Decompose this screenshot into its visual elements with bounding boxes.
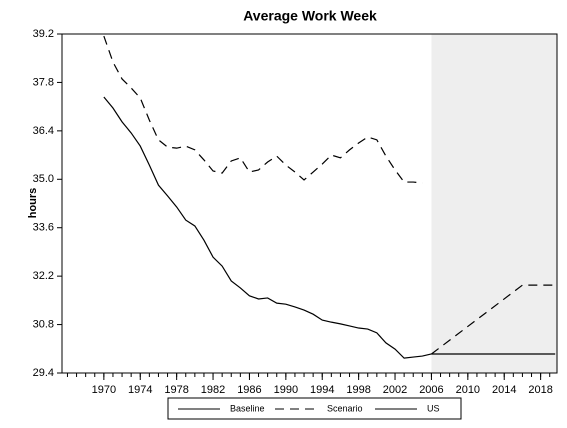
legend-label: Baseline [230, 403, 265, 413]
x-tick-label: 1994 [310, 384, 334, 396]
x-tick-label: 2002 [383, 384, 407, 396]
line-series [103, 35, 556, 355]
y-tick-label: 36.4 [33, 125, 54, 137]
y-tick-label: 33.6 [33, 222, 54, 234]
x-tick-label: 2018 [528, 384, 552, 396]
x-tick-label: 1978 [164, 384, 188, 396]
y-tick-label: 30.8 [33, 318, 54, 330]
plot-frame [61, 33, 558, 374]
x-tick-label: 2014 [492, 384, 516, 396]
x-tick-label: 1990 [274, 384, 298, 396]
y-axis-label: hours [27, 188, 39, 219]
forecast-shade [431, 34, 557, 373]
x-tick-label: 1986 [237, 384, 261, 396]
y-tick-label: 37.8 [33, 76, 54, 88]
x-tick-label: 1974 [128, 384, 152, 396]
y-tick-label: 35.0 [33, 173, 54, 185]
chart-title: Average Work Week [243, 8, 377, 24]
legend [167, 397, 462, 420]
y-tick-label: 32.2 [33, 270, 54, 282]
x-tick-label: 2006 [419, 384, 443, 396]
y-tick-label: 29.4 [33, 367, 54, 379]
x-tick-label: 1982 [201, 384, 225, 396]
line-series [103, 96, 432, 359]
x-tick-label: 1998 [346, 384, 370, 396]
legend-label: Scenario [327, 403, 363, 413]
legend-label: US [427, 403, 440, 413]
x-tick-label: 1970 [92, 384, 116, 396]
y-tick-label: 39.2 [33, 28, 54, 40]
x-tick-label: 2010 [456, 384, 480, 396]
